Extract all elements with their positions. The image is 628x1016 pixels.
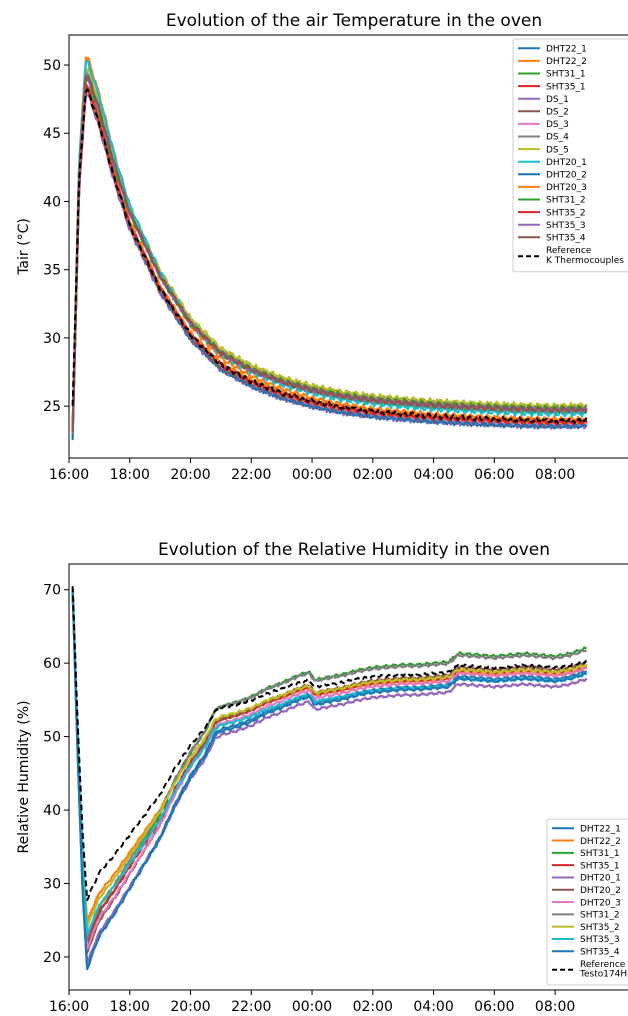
y-tick-label: 50 bbox=[43, 730, 61, 746]
y-tick-label: 35 bbox=[43, 263, 61, 279]
y-tick-label: 60 bbox=[43, 656, 61, 672]
legend-label: SHT35_4 bbox=[546, 234, 586, 244]
y-tick-label: 30 bbox=[43, 331, 61, 347]
x-tick-label: 08:00 bbox=[535, 999, 575, 1015]
y-axis-label: Tair (°C) bbox=[16, 218, 32, 276]
x-tick-label: 20:00 bbox=[170, 999, 210, 1015]
legend-label: DHT20_1 bbox=[580, 874, 621, 884]
series-line-dht22-2 bbox=[73, 58, 587, 428]
legend-label: DS_5 bbox=[546, 145, 569, 155]
x-tick-label: 18:00 bbox=[110, 999, 150, 1015]
y-tick-label: 30 bbox=[43, 877, 61, 893]
legend-label: DHT22_2 bbox=[546, 57, 587, 67]
legend-label: DHT20_2 bbox=[580, 886, 621, 896]
series-line-sht35-1 bbox=[73, 85, 587, 436]
legend-label: SHT35_3 bbox=[546, 221, 586, 231]
legend-label: SHT31_2 bbox=[546, 196, 586, 206]
legend-label: SHT31_1 bbox=[546, 70, 586, 80]
chart-2: Evolution of the Relative Humidity in th… bbox=[16, 540, 628, 1015]
series-line-dht20-1 bbox=[73, 590, 587, 965]
x-tick-label: 02:00 bbox=[353, 999, 393, 1015]
legend-label: DS_4 bbox=[546, 133, 569, 143]
series-line-sht31-1 bbox=[73, 590, 587, 945]
series-line-sht35-2 bbox=[73, 589, 587, 928]
legend-label: DHT22_1 bbox=[546, 45, 587, 55]
legend-label: DS_2 bbox=[546, 108, 569, 118]
series-line-sht35-4 bbox=[73, 77, 587, 432]
x-tick-label: 22:00 bbox=[231, 999, 271, 1015]
series-line-dht20-2 bbox=[73, 589, 587, 952]
legend: DHT22_1 DHT22_2 SHT31_1 SHT35_1 DS_1 DS_2 DS_3… bbox=[513, 39, 628, 272]
series-line-dht22-1 bbox=[73, 589, 587, 969]
series-line-sht35-3 bbox=[73, 590, 587, 934]
legend-label: SHT35_2 bbox=[546, 208, 586, 218]
y-tick-label: 25 bbox=[43, 399, 61, 415]
series-line-sht35-4 bbox=[73, 591, 587, 969]
x-tick-label: 00:00 bbox=[292, 999, 332, 1015]
series-group bbox=[73, 586, 587, 969]
chart-1: Evolution of the air Temperature in the … bbox=[16, 11, 628, 483]
series-line-sht35-1 bbox=[73, 591, 587, 942]
legend-label: DHT22_1 bbox=[580, 824, 621, 834]
x-tick-label: 06:00 bbox=[474, 999, 514, 1015]
x-tick-label: 04:00 bbox=[413, 467, 453, 483]
x-tick-label: 00:00 bbox=[292, 467, 332, 483]
series-line-dht22-2 bbox=[73, 589, 587, 923]
series-group bbox=[73, 58, 587, 441]
y-tick-label: 40 bbox=[43, 194, 61, 210]
legend-label: SHT35_4 bbox=[580, 947, 620, 957]
x-tick-label: 16:00 bbox=[49, 467, 89, 483]
y-tick-label: 20 bbox=[43, 950, 61, 966]
legend-label: SHT35_2 bbox=[580, 923, 620, 933]
chart-title: Evolution of the air Temperature in the … bbox=[166, 11, 542, 31]
legend-label: DHT20_1 bbox=[546, 158, 587, 168]
x-tick-label: 08:00 bbox=[535, 467, 575, 483]
y-tick-label: 50 bbox=[43, 58, 61, 74]
y-tick-label: 40 bbox=[43, 803, 61, 819]
series-line-dht20-3 bbox=[73, 590, 587, 949]
y-tick-label: 45 bbox=[43, 126, 61, 142]
x-tick-label: 16:00 bbox=[49, 999, 89, 1015]
legend-label: DHT20_3 bbox=[580, 898, 621, 908]
legend-label: Reference Testo174H bbox=[579, 960, 627, 980]
x-tick-label: 02:00 bbox=[353, 467, 393, 483]
legend-label: SHT35_3 bbox=[580, 935, 620, 945]
x-tick-label: 18:00 bbox=[110, 467, 150, 483]
legend-label: SHT35_1 bbox=[580, 861, 620, 871]
series-line-dht20-3 bbox=[73, 86, 587, 434]
legend-label: DS_3 bbox=[546, 120, 569, 130]
chart-title: Evolution of the Relative Humidity in th… bbox=[158, 540, 550, 560]
plot-frame bbox=[69, 564, 628, 990]
x-tick-label: 20:00 bbox=[170, 467, 210, 483]
legend-label: DHT20_3 bbox=[546, 183, 587, 193]
x-tick-label: 06:00 bbox=[474, 467, 514, 483]
legend-label: DS_1 bbox=[546, 95, 569, 105]
y-tick-label: 70 bbox=[43, 583, 61, 599]
series-line-sht31-2 bbox=[73, 590, 587, 940]
legend-label: SHT35_1 bbox=[546, 82, 586, 92]
legend-label: DHT22_2 bbox=[580, 837, 621, 847]
x-tick-label: 22:00 bbox=[231, 467, 271, 483]
x-tick-label: 04:00 bbox=[413, 999, 453, 1015]
legend-label: SHT31_2 bbox=[580, 911, 620, 921]
legend-label: SHT31_1 bbox=[580, 849, 620, 859]
legend: DHT22_1 DHT22_2 SHT31_1 SHT35_1 DHT20_1 DHT20… bbox=[547, 819, 628, 985]
legend-label: DHT20_2 bbox=[546, 171, 587, 181]
y-axis-label: Relative Humidity (%) bbox=[16, 700, 32, 853]
